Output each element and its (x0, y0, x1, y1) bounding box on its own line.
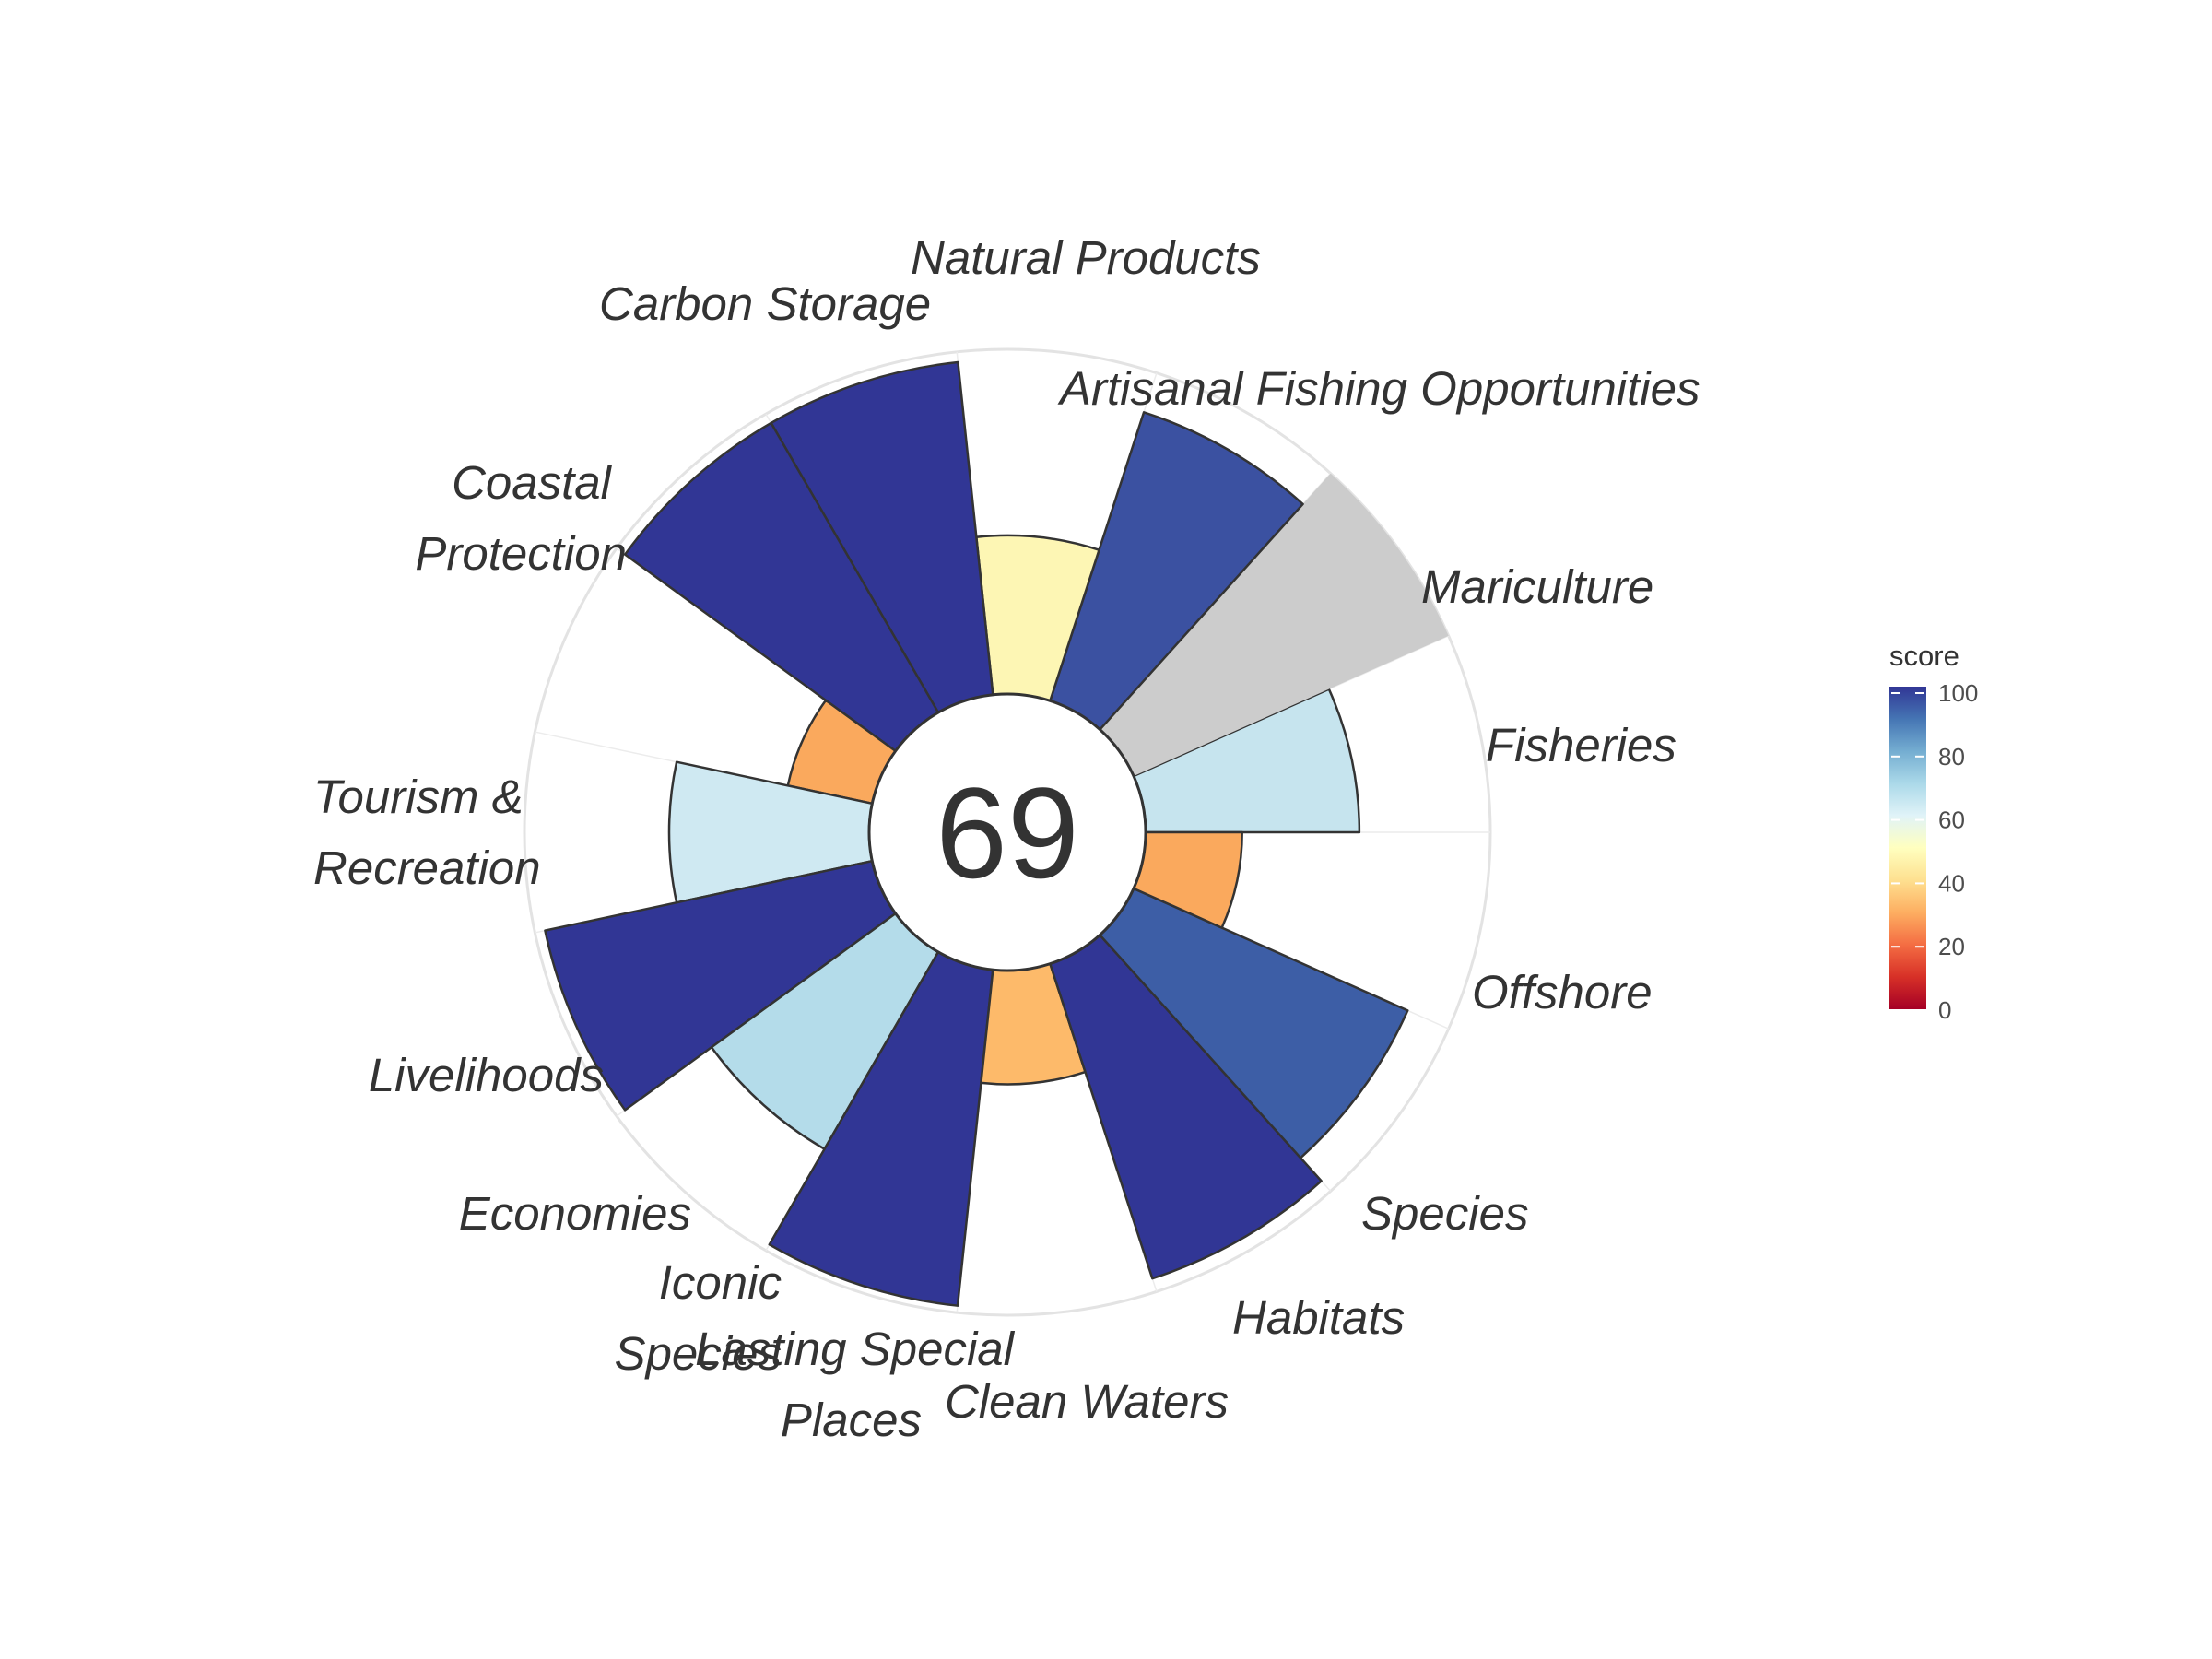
goal-labels: Fisheries Mariculture Artisanal Fishing Op… (313, 231, 1700, 1446)
center-circle (867, 692, 1147, 972)
legend-tick-label: 40 (1938, 869, 1965, 897)
legend-tick-label: 20 (1938, 933, 1965, 960)
goal-label: Offshore (1472, 966, 1653, 1018)
legend-tick-label: 80 (1938, 743, 1965, 771)
goal-label: Lasting Special Places (695, 1323, 1016, 1446)
goal-label: Artisanal Fishing Opportunities (1057, 362, 1700, 415)
legend-tick-label: 60 (1938, 806, 1965, 834)
goal-label: Species (1361, 1187, 1528, 1240)
goal-label: Natural Products (911, 231, 1261, 284)
legend-tick-label: 100 (1938, 679, 1978, 707)
legend: score 100 80 60 40 20 0 (1889, 640, 1978, 1024)
goal-label: Clean Waters (945, 1375, 1229, 1428)
goal-label: Habitats (1232, 1291, 1405, 1344)
goal-label: Iconic Species (615, 1256, 782, 1380)
goal-label: Tourism & Recreation (313, 771, 541, 894)
petal-mariculture (1100, 473, 1449, 776)
legend-ticks: 100 80 60 40 20 0 (1891, 679, 1978, 1024)
goal-label: Coastal Protection (415, 456, 627, 580)
goal-label: Economies (459, 1187, 691, 1240)
goal-label: Carbon Storage (599, 277, 931, 330)
goal-label: Mariculture (1421, 560, 1653, 613)
goal-label: Fisheries (1486, 719, 1677, 771)
center-score: 69 (935, 760, 1079, 905)
petals (544, 360, 1449, 1307)
legend-tick-label: 0 (1938, 996, 1951, 1024)
goal-label: Livelihoods (369, 1049, 604, 1101)
legend-title: score (1889, 640, 1959, 672)
legend-colorbar (1889, 687, 1926, 1009)
